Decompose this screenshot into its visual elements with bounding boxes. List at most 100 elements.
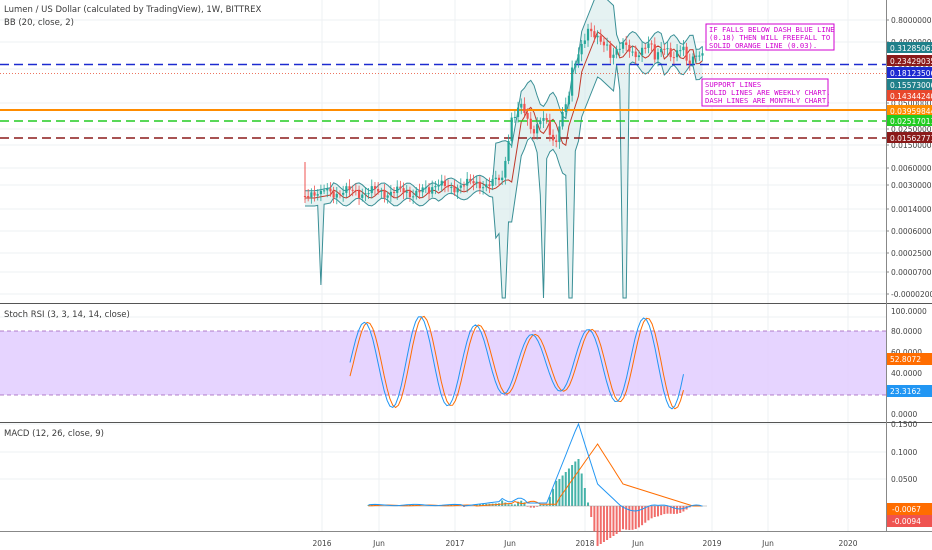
time-tick-label: 2019 — [702, 539, 721, 548]
candle-body — [631, 51, 634, 53]
macd-hist-bar — [517, 501, 520, 506]
candle-body — [516, 107, 520, 117]
macd-label[interactable]: MACD (12, 26, close, 9) — [4, 429, 104, 439]
candle-body — [618, 48, 621, 50]
candles[interactable] — [303, 22, 704, 205]
stoch-d-line — [349, 315, 684, 410]
stoch-tick-label: 100.0000 — [891, 307, 927, 316]
candle-body — [316, 194, 319, 196]
candle-body — [526, 112, 529, 119]
candle-body — [469, 178, 472, 182]
macd-hist-bar — [590, 506, 593, 517]
candle-body — [462, 185, 466, 187]
macd-hist-bar — [602, 506, 605, 542]
candle-body — [640, 47, 644, 56]
candle-body — [491, 179, 494, 187]
candle-body — [466, 178, 469, 186]
price-label-text: 0.31285063 — [890, 44, 932, 53]
candle-body — [586, 28, 590, 41]
macd-hist-bar — [587, 502, 590, 506]
candle-body — [380, 190, 383, 192]
stoch-k-value: 52.8072 — [890, 355, 921, 364]
candle-body — [481, 187, 485, 189]
price-tick-label: 0.02500000 — [891, 125, 932, 134]
time-tick-label: Jun — [372, 539, 385, 548]
candle-body — [532, 129, 536, 134]
macd-hist-bar — [507, 504, 510, 506]
candle-body — [701, 53, 704, 56]
macd-value-tags: -0.0067 -0.0094 — [887, 503, 932, 527]
time-tick-label: Jun — [503, 539, 516, 548]
macd-hist-bar — [650, 506, 653, 519]
stoch-tick-label: 0.0000 — [891, 410, 917, 419]
candle-body — [405, 191, 408, 193]
macd-hist-bar — [622, 506, 624, 530]
macd-hist-bar — [583, 488, 586, 506]
chart-title: Lumen / US Dollar (calculated by Trading… — [4, 5, 261, 15]
bb-indicator-label[interactable]: BB (20, close, 2) — [4, 18, 74, 28]
annotation-support-line-1: SUPPORT LINES — [705, 80, 761, 89]
stoch-rsi-label[interactable]: Stoch RSI (3, 3, 14, 14, close) — [4, 310, 130, 320]
candle-body — [542, 118, 545, 122]
candle-body — [656, 52, 660, 60]
macd-hist-bar — [478, 504, 481, 506]
macd-axis: 0.1500 0.1000 0.0500 — [891, 420, 917, 484]
candle-body — [326, 188, 329, 191]
candle-body — [392, 191, 396, 193]
macd-hist-bar — [510, 504, 513, 506]
candle-body — [424, 187, 427, 189]
candle-body — [415, 190, 418, 197]
stoch-rsi-pane[interactable]: Stoch RSI (3, 3, 14, 14, close) — [0, 310, 886, 410]
macd-hist-bar — [596, 506, 599, 546]
macd-line — [368, 422, 703, 512]
candle-body — [475, 181, 478, 184]
macd-histogram — [367, 459, 701, 546]
candle-body — [361, 194, 364, 198]
candle-body — [510, 117, 513, 142]
candle-body — [555, 140, 558, 143]
candle-body — [644, 47, 647, 49]
bollinger-band-fill — [305, 0, 703, 298]
candle-body — [450, 186, 453, 188]
macd-hist-bar — [672, 506, 675, 514]
time-axis[interactable]: 2016 Jun 2017 Jun 2018 Jun 2019 Jun 2020 — [312, 539, 857, 548]
candle-body — [637, 55, 640, 58]
macd-hist-bar — [513, 504, 516, 506]
annotation-support-lines[interactable]: SUPPORT LINES SOLID LINES ARE WEEKLY CHA… — [701, 78, 831, 107]
candle-body — [558, 126, 561, 143]
macd-hist-bar — [567, 468, 570, 506]
annotation-freefall-line-2: (0.18) THEN WILL FREEFALL TO — [709, 33, 830, 42]
macd-hist-bar — [644, 506, 647, 523]
candle-body — [615, 49, 618, 55]
macd-hist-bar — [552, 488, 555, 506]
price-label-text: 0.03959844 — [890, 107, 932, 116]
candle-body — [383, 190, 386, 198]
price-tick-label: 0.00025000 — [891, 249, 932, 258]
macd-hist-bar — [641, 506, 644, 526]
price-pane[interactable]: Lumen / US Dollar (calculated by Trading… — [0, 0, 886, 299]
stoch-tick-label: 40.0000 — [891, 369, 922, 378]
candle-body — [412, 196, 415, 198]
macd-hist-bar — [555, 480, 558, 506]
time-tick-label: 2020 — [838, 539, 857, 548]
candle-body — [621, 42, 625, 49]
candle-body — [377, 189, 380, 192]
price-tick-label: 0.00300000 — [891, 181, 932, 190]
macd-hist-bar — [529, 506, 532, 508]
candle-body — [574, 63, 577, 68]
macd-hist-bar — [625, 506, 628, 530]
candle-body — [539, 121, 542, 125]
macd-hist-bar — [545, 504, 548, 506]
time-tick-label: 2017 — [445, 539, 464, 548]
candle-body — [679, 50, 682, 52]
candle-body — [310, 192, 313, 198]
macd-pane[interactable]: MACD (12, 26, close, 9) — [4, 422, 707, 546]
candle-body — [497, 177, 501, 181]
candle-body — [561, 111, 564, 127]
price-label-box — [887, 105, 932, 116]
candle-body — [520, 103, 523, 108]
annotation-freefall[interactable]: IF FALLS BELOW DASH BLUE LINE (0.18) THE… — [705, 23, 835, 51]
candle-body — [501, 177, 504, 181]
